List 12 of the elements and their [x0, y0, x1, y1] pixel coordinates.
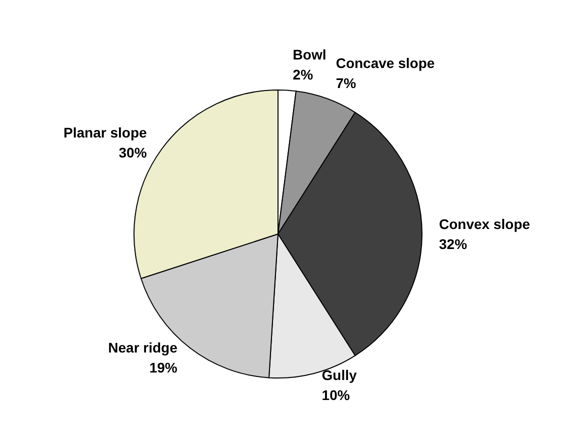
data-label: 2% [292, 66, 314, 82]
data-label: 32% [439, 236, 468, 252]
slice-label: Planar slope [64, 124, 147, 140]
slice-label: Concave slope [336, 55, 435, 72]
slice-label: Near ridge [108, 339, 178, 356]
data-label: 19% [149, 359, 178, 376]
slice-label: Bowl [292, 46, 326, 62]
slice-label: Gully [322, 367, 358, 384]
data-label: 7% [336, 75, 357, 92]
slice-label: Convex slope [439, 216, 530, 232]
data-label: 10% [322, 387, 350, 404]
data-label: 30% [118, 144, 148, 160]
